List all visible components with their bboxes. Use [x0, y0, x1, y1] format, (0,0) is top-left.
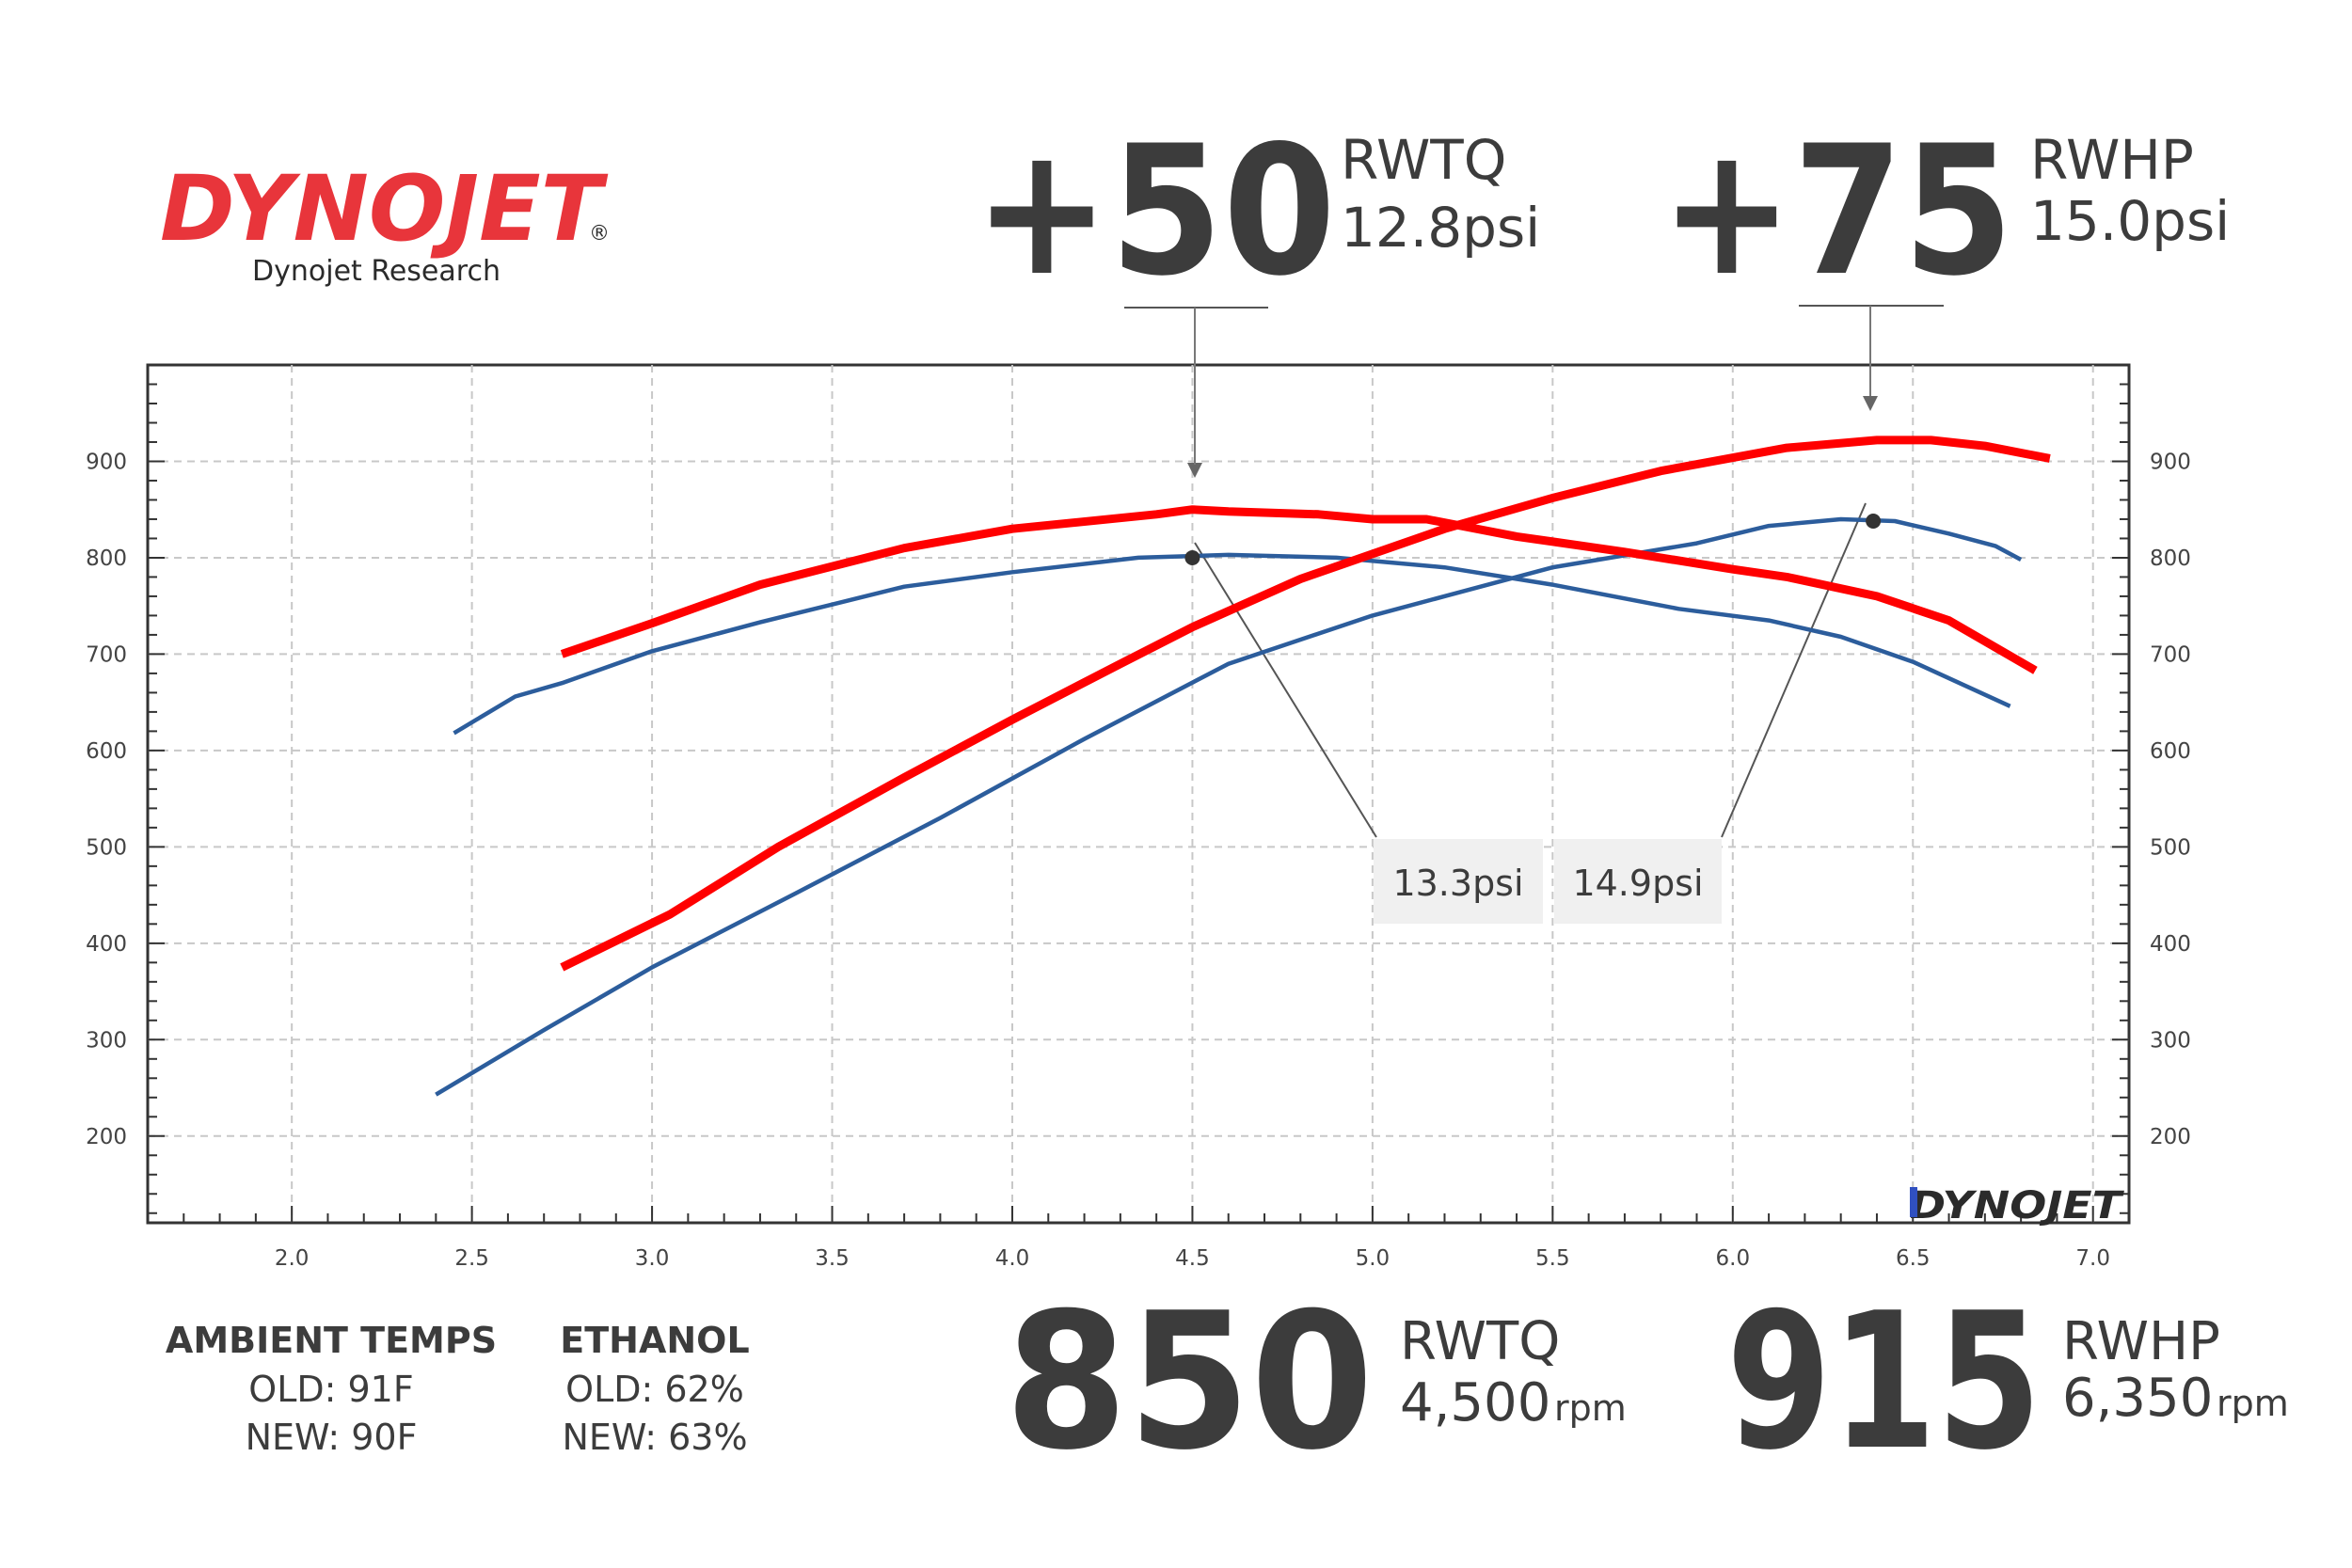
- y-axis-left-labels: 200 300 400 500 600 700 800 900: [86, 450, 127, 1148]
- dynojet-logo: DYNOJET ® Dynojet Research: [160, 156, 610, 288]
- minor-ticks: [148, 383, 2129, 1223]
- logo-subtitle: Dynojet Research: [252, 255, 501, 288]
- y-tick-label-right: 700: [2150, 642, 2191, 667]
- data-marker: [1184, 549, 1200, 565]
- hp-gain-callout: +75 RWHP 15.0psi: [1661, 107, 2230, 315]
- x-tick-label: 3.5: [815, 1246, 850, 1271]
- y-tick-label-right: 200: [2150, 1125, 2191, 1149]
- y-tick-label-right: 900: [2150, 450, 2191, 474]
- data-marker: [1866, 514, 1882, 530]
- hp-gain-value: +75: [1661, 107, 2013, 315]
- old-torque-leader: [1194, 542, 1377, 838]
- y-tick-label-left: 900: [86, 450, 127, 474]
- y-tick-label-left: 700: [86, 642, 127, 667]
- peak-hp-unit: RWHP: [2062, 1311, 2220, 1372]
- x-tick-label: 4.5: [1175, 1246, 1210, 1271]
- x-tick-label: 6.0: [1716, 1246, 1751, 1271]
- peak-hp-rpm-unit: rpm: [2217, 1383, 2289, 1424]
- ambient-temps-new: NEW: 90F: [246, 1417, 418, 1458]
- y-tick-label-left: 300: [86, 1028, 127, 1053]
- old-hp-curve: [435, 516, 2023, 1097]
- y-tick-label-left: 400: [86, 932, 127, 957]
- hp-gain-unit: RWHP: [2030, 128, 2194, 192]
- ethanol-old: OLD: 62%: [565, 1369, 744, 1410]
- watermark-accent: [1910, 1187, 1917, 1217]
- y-tick-label-left: 200: [86, 1125, 127, 1149]
- logo-registered-mark: ®: [589, 222, 610, 245]
- new-hp-curve: [560, 436, 2051, 972]
- y-tick-label-right: 800: [2150, 546, 2191, 571]
- old-hp-boost-box: [1554, 839, 1722, 924]
- ambient-temps-block: AMBIENT TEMPS OLD: 91F NEW: 90F: [166, 1320, 497, 1458]
- peak-torque-rpm-unit: rpm: [1554, 1387, 1627, 1429]
- watermark-logo: DYNOJET: [1910, 1184, 2124, 1227]
- peak-torque-unit: RWTQ: [1400, 1311, 1560, 1372]
- x-tick-label: 4.0: [995, 1246, 1030, 1271]
- y-axis-right-labels: 200 300 400 500 600 700 800 900: [2150, 450, 2191, 1148]
- y-tick-label-left: 600: [86, 739, 127, 764]
- old-hp-leader: [1721, 502, 1867, 838]
- markers: [1184, 514, 1882, 565]
- x-tick-label: 7.0: [2075, 1246, 2110, 1271]
- old-torque-curve: [453, 552, 2011, 736]
- x-tick-label: 2.0: [275, 1246, 310, 1271]
- ethanol-heading: ETHANOL: [560, 1320, 749, 1361]
- annotations: 13.3psi 14.9psi: [1124, 305, 1944, 924]
- logo-wordmark: DYNOJET: [160, 156, 609, 261]
- y-tick-label-right: 300: [2150, 1028, 2191, 1053]
- peak-torque: 850 RWTQ 4,500 rpm: [1005, 1273, 1627, 1492]
- torque-gain-value: +50: [974, 107, 1336, 315]
- y-tick-label-right: 500: [2150, 835, 2191, 860]
- torque-gain-arrowhead: [1187, 463, 1202, 478]
- x-axis-labels: 2.0 2.5 3.0 3.5 4.0 4.5 5.0 5.5 6.0 6.5 7.0: [275, 1246, 2110, 1271]
- y-tick-label-right: 400: [2150, 932, 2191, 957]
- torque-gain-unit: RWTQ: [1341, 128, 1506, 192]
- ambient-temps-heading: AMBIENT TEMPS: [166, 1320, 497, 1361]
- peak-hp-rpm: 6,350: [2062, 1368, 2213, 1429]
- old-torque-boost-box: [1374, 839, 1543, 924]
- plot-area: 200 300 400 500 600 700 800 900 200 300 400 500 600…: [86, 363, 2191, 1271]
- x-tick-label: 6.5: [1896, 1246, 1931, 1271]
- peak-torque-rpm: 4,500: [1400, 1372, 1550, 1433]
- y-tick-label-right: 600: [2150, 739, 2191, 764]
- hp-gain-arrowhead: [1863, 396, 1878, 411]
- plot-frame: [146, 363, 2131, 1225]
- peak-hp-value: 915: [1726, 1273, 2042, 1492]
- torque-gain-boost: 12.8psi: [1341, 196, 1540, 260]
- torque-gain-callout: +50 RWTQ 12.8psi: [974, 107, 1540, 315]
- old-torque-boost-label: 13.3psi: [1392, 863, 1523, 904]
- y-tick-label-left: 800: [86, 546, 127, 571]
- peak-hp: 915 RWHP 6,350 rpm: [1726, 1273, 2289, 1492]
- peak-torque-value: 850: [1005, 1273, 1374, 1492]
- x-tick-label: 5.0: [1356, 1246, 1391, 1271]
- x-tick-label: 5.5: [1535, 1246, 1570, 1271]
- hp-gain-boost: 15.0psi: [2030, 189, 2230, 253]
- x-tick-label: 2.5: [454, 1246, 489, 1271]
- y-tick-label-left: 500: [86, 835, 127, 860]
- ethanol-new: NEW: 63%: [562, 1417, 747, 1458]
- ambient-temps-old: OLD: 91F: [248, 1369, 413, 1410]
- ethanol-block: ETHANOL OLD: 62% NEW: 63%: [560, 1320, 749, 1458]
- curves: [435, 436, 2051, 1097]
- old-hp-boost-label: 14.9psi: [1572, 863, 1703, 904]
- new-torque-curve: [560, 505, 2038, 674]
- x-tick-label: 3.0: [635, 1246, 670, 1271]
